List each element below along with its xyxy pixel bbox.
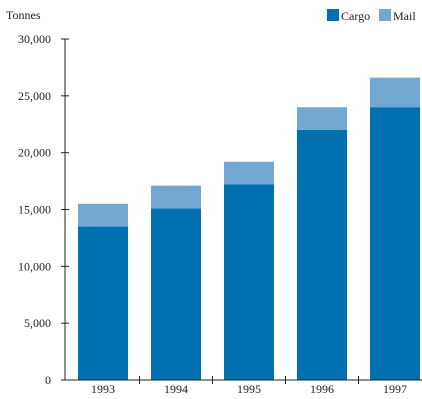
bar-mail-1995 — [224, 161, 274, 185]
axes: 0 5,000 10,000 15,000 20,000 25,000 30,000 1993… — [18, 32, 422, 396]
legend-label-cargo: Cargo — [341, 9, 370, 23]
bar-mail-1994 — [151, 185, 201, 209]
bar-cargo-1995 — [224, 184, 274, 380]
bar-mail-1996 — [297, 107, 347, 130]
x-tick-label: 1993 — [91, 382, 115, 394]
y-tick-label: 0 — [45, 373, 51, 387]
x-tick-label: 1994 — [164, 382, 188, 394]
bar-mail-1997 — [370, 77, 420, 108]
legend: Cargo Mail — [327, 9, 416, 23]
bar-mail-1993 — [78, 203, 128, 227]
bar-cargo-1994 — [151, 208, 201, 380]
y-tick-label: 15,000 — [18, 203, 51, 217]
bar-cargo-1993 — [78, 226, 128, 380]
y-tick-label: 5,000 — [24, 316, 51, 330]
legend-label-mail: Mail — [393, 9, 416, 23]
bar-cargo-1997 — [370, 107, 420, 380]
bar-cargo-1996 — [297, 129, 347, 380]
x-tick-label: 1996 — [310, 382, 334, 394]
x-tick-label: 1995 — [237, 382, 261, 394]
y-tick-label: 10,000 — [18, 259, 51, 273]
y-tick-label: 25,000 — [18, 89, 51, 103]
x-tick-label: 1997 — [383, 382, 407, 394]
bars — [78, 77, 420, 380]
legend-swatch-cargo — [327, 9, 339, 21]
y-axis-label: Tonnes — [6, 8, 41, 22]
y-tick-label: 30,000 — [18, 32, 51, 46]
legend-swatch-mail — [379, 9, 391, 21]
y-tick-label: 20,000 — [18, 146, 51, 160]
